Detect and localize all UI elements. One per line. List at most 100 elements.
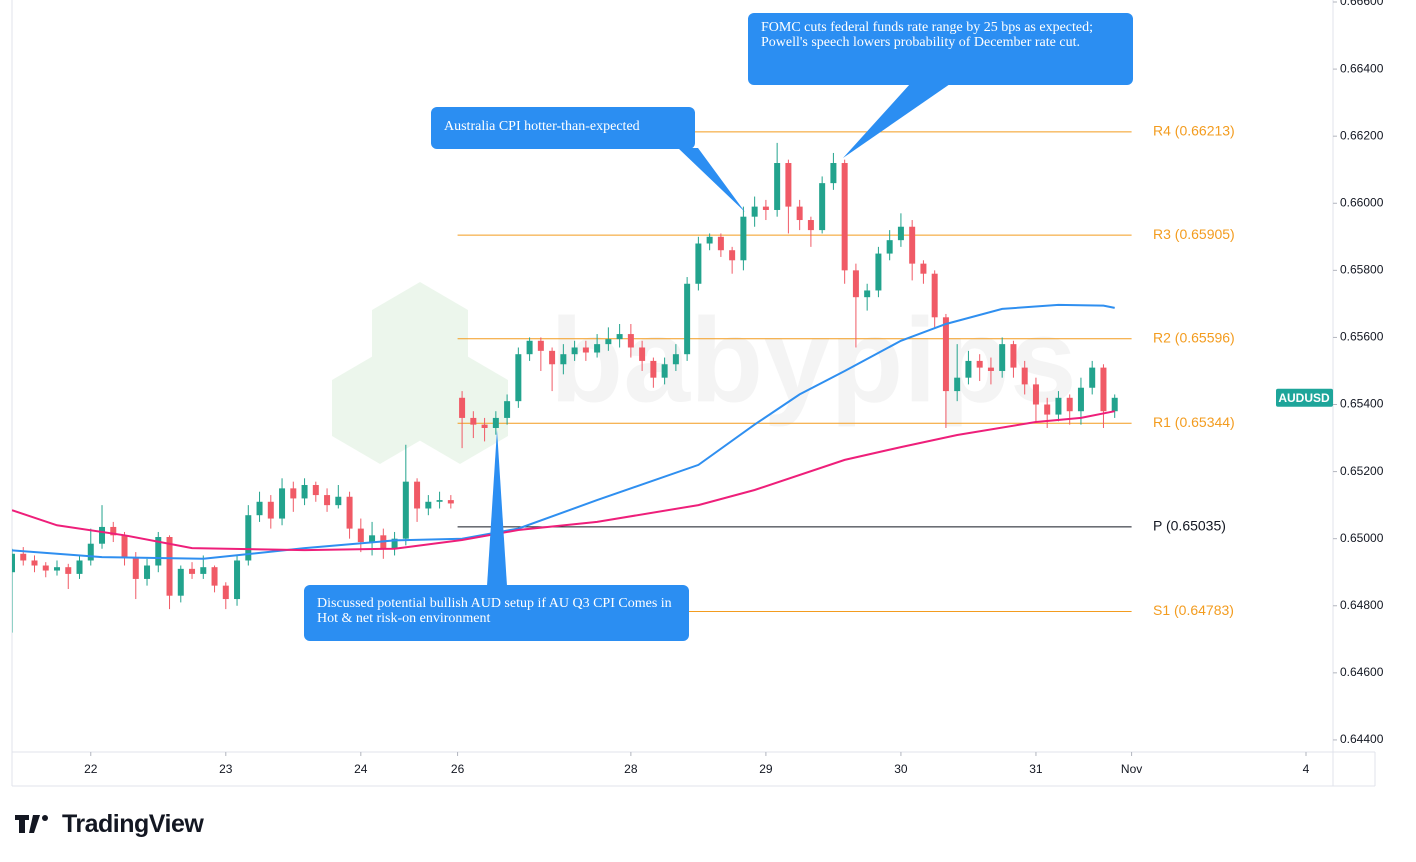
candle-body — [796, 206, 803, 221]
candle-body — [987, 367, 994, 371]
candle-body — [144, 565, 151, 579]
candle-body — [897, 226, 904, 241]
plot — [12, 131, 1132, 633]
candle-body — [875, 253, 882, 291]
candle-body — [31, 560, 38, 566]
candle-body — [515, 354, 522, 402]
candle-body — [54, 567, 61, 571]
candle-body — [526, 340, 533, 355]
callout-pointer — [843, 84, 950, 158]
y-tick-label: 0.64600 — [1340, 665, 1384, 679]
x-tick-label: Nov — [1121, 762, 1142, 776]
candle-body — [222, 585, 229, 600]
x-tick-label: 28 — [624, 762, 638, 776]
candle-body — [357, 528, 364, 543]
candle-body — [650, 360, 657, 378]
candle-body — [121, 535, 128, 558]
y-tick-label: 0.65200 — [1340, 464, 1384, 478]
candle-body — [627, 334, 634, 348]
symbol-label: AUDUSD — [1278, 391, 1330, 405]
candle-body — [560, 354, 567, 365]
x-tick-label: 23 — [219, 762, 233, 776]
candle-body — [290, 488, 297, 499]
pivot-label: P (0.65035) — [1153, 518, 1226, 534]
candle-body — [751, 206, 758, 217]
annotation: Discussed potential bullish AUD setup if… — [304, 585, 689, 641]
candle-body — [155, 536, 162, 566]
candle-body — [1055, 397, 1062, 415]
candle-body — [717, 236, 724, 251]
pivot-label: R2 (0.65596) — [1153, 329, 1235, 345]
y-tick-label: 0.66200 — [1340, 128, 1384, 142]
candle-body — [324, 495, 331, 506]
candle-body — [177, 568, 184, 596]
candle-body — [695, 243, 702, 284]
candle-body — [20, 553, 27, 561]
candle-body — [256, 501, 263, 516]
candle-body — [549, 350, 556, 365]
candle-body — [436, 500, 443, 502]
candle-body — [661, 364, 668, 378]
y-tick-label: 0.64800 — [1340, 598, 1384, 612]
y-tick-label: 0.65600 — [1340, 330, 1384, 344]
x-tick-label: 24 — [354, 762, 368, 776]
candle-body — [87, 543, 94, 561]
x-tick-label: 4 — [1303, 762, 1310, 776]
candle-body — [999, 344, 1006, 371]
pivot-label: R1 (0.65344) — [1153, 414, 1235, 430]
moving-average — [12, 410, 1115, 552]
callout-pointer — [678, 148, 745, 212]
y-tick-label: 0.66600 — [1340, 0, 1384, 8]
candle-body — [762, 206, 769, 210]
candle-body — [42, 565, 49, 571]
y-tick-label: 0.65400 — [1340, 397, 1384, 411]
pivot-label: R3 (0.65905) — [1153, 226, 1235, 242]
candle-body — [504, 401, 511, 418]
candle-body — [830, 163, 837, 184]
x-tick-label: 26 — [451, 762, 465, 776]
candle-body — [335, 496, 342, 506]
candle-body — [976, 360, 983, 368]
candle-body — [99, 526, 106, 544]
candle-body — [234, 560, 241, 600]
candle-body — [132, 557, 139, 579]
callout-pointer — [487, 430, 507, 586]
y-tick-label: 0.64400 — [1340, 732, 1384, 746]
candle-body — [571, 347, 578, 355]
candle-body — [301, 485, 308, 499]
candle-body — [807, 220, 814, 231]
candle-body — [920, 263, 927, 274]
candle-body — [594, 344, 601, 353]
axes: 0.64400 0.64600 0.64800 0.65000 0.65200 0.654… — [84, 0, 1384, 776]
candle-body — [1111, 397, 1118, 412]
candle-body — [1032, 384, 1039, 405]
candle-body — [1066, 397, 1073, 412]
x-tick-label: 29 — [759, 762, 773, 776]
candle-body — [1021, 367, 1028, 385]
y-tick-label: 0.65800 — [1340, 263, 1384, 277]
candle-body — [706, 236, 713, 244]
candle-body — [909, 226, 916, 264]
candle-body — [931, 273, 938, 318]
candle-body — [414, 481, 421, 509]
watermark: babypips — [332, 282, 1077, 464]
pivot-label: R4 (0.66213) — [1153, 123, 1235, 139]
candle-body — [459, 397, 466, 418]
candle-body — [605, 339, 612, 345]
annotation: Australia CPI hotter-than-expected — [431, 107, 695, 149]
candle-body — [346, 496, 353, 529]
candle-body — [616, 334, 623, 340]
candle-body — [65, 567, 72, 574]
candle-body — [1077, 387, 1084, 412]
candle-body — [200, 567, 207, 574]
candle-body — [425, 501, 432, 509]
y-tick-label: 0.65000 — [1340, 531, 1384, 545]
candle-body — [639, 347, 646, 361]
candle-body — [470, 417, 477, 425]
x-tick-label: 22 — [84, 762, 98, 776]
logo — [15, 815, 48, 833]
candle-body — [1010, 344, 1017, 368]
candle-body — [12, 553, 15, 573]
candle-body — [481, 424, 488, 428]
